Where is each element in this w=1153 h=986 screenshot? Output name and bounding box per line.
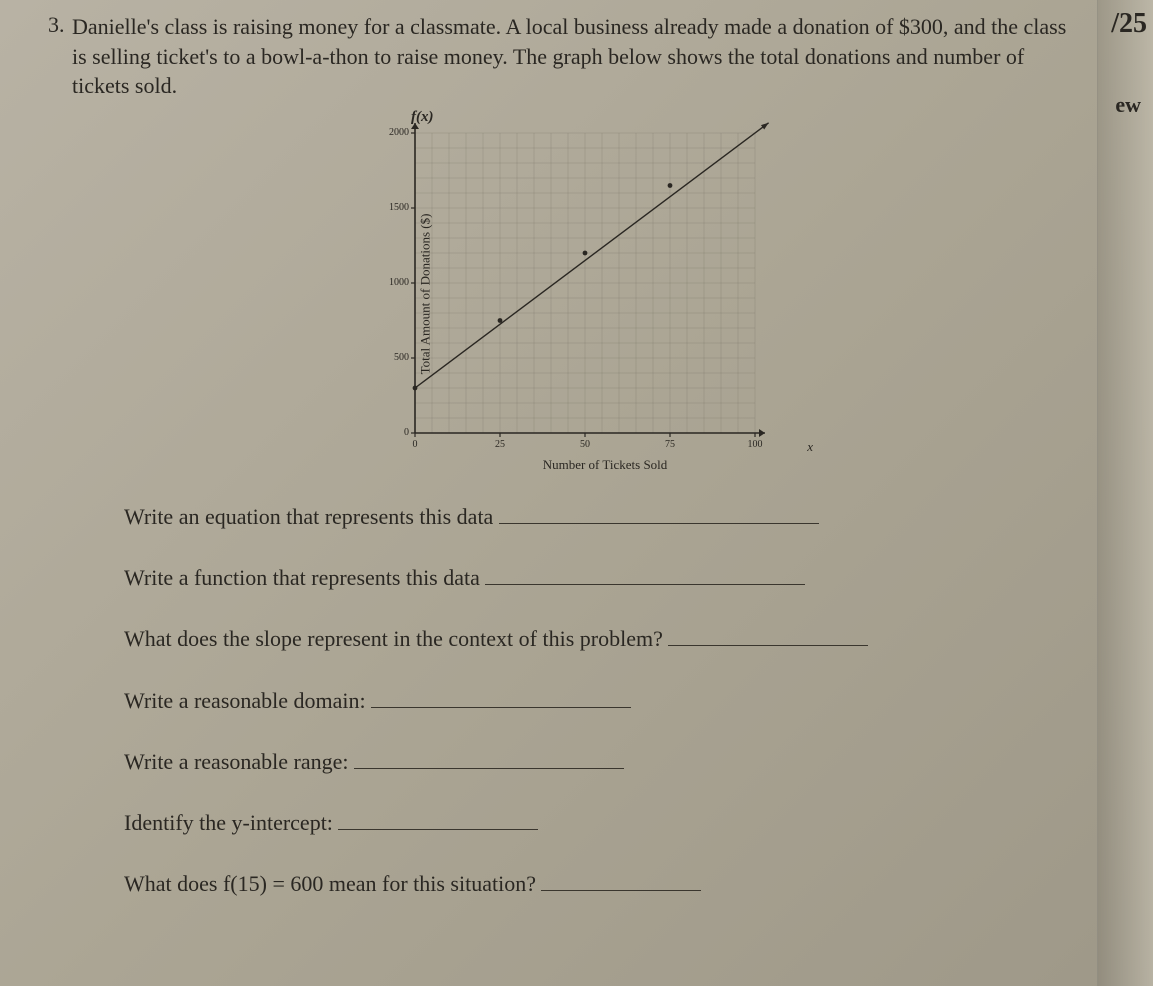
- chart-x-axis-label: Number of Tickets Sold: [415, 457, 795, 473]
- chart-ytick-label: 1500: [379, 202, 409, 213]
- chart-xtick-label: 100: [743, 439, 767, 450]
- question-number: 3.: [48, 12, 65, 38]
- chart-xtick-label: 0: [403, 439, 427, 450]
- worksheet-page: 3. Danielle's class is raising money for…: [28, 0, 1098, 986]
- chart-ytick-label: 0: [379, 427, 409, 438]
- blank-line[interactable]: [338, 806, 538, 830]
- line-chart: [395, 115, 775, 453]
- prompt-equation: Write an equation that represents this d…: [124, 499, 1074, 534]
- prompt-yintercept: Identify the y-intercept:: [124, 805, 1074, 840]
- prompt-range: Write a reasonable range:: [124, 744, 1074, 779]
- chart-x-end-label: x: [807, 439, 813, 455]
- prompt-range-text: Write a reasonable range:: [124, 749, 349, 774]
- page-right-margin: /25 ew: [1097, 0, 1153, 986]
- prompt-slope: What does the slope represent in the con…: [124, 621, 1074, 656]
- chart-xtick-label: 25: [488, 439, 512, 450]
- prompt-slope-text: What does the slope represent in the con…: [124, 626, 663, 651]
- chart-xtick-label: 50: [573, 439, 597, 450]
- blank-line[interactable]: [485, 561, 805, 585]
- prompt-f15-text: What does f(15) = 600 mean for this situ…: [124, 871, 536, 896]
- chart-container: f(x) Total Amount of Donations ($) x Num…: [355, 115, 795, 473]
- prompt-domain-text: Write a reasonable domain:: [124, 688, 366, 713]
- chart-xtick-label: 75: [658, 439, 682, 450]
- chart-ytick-label: 1000: [379, 277, 409, 288]
- blank-line[interactable]: [668, 622, 868, 646]
- prompt-yintercept-text: Identify the y-intercept:: [124, 810, 333, 835]
- prompt-domain: Write a reasonable domain:: [124, 683, 1074, 718]
- chart-ytick-label: 500: [379, 352, 409, 363]
- chart-fx-label: f(x): [411, 109, 434, 126]
- chart-y-axis-label: Total Amount of Donations ($): [417, 214, 433, 375]
- margin-score: /25: [1111, 8, 1147, 40]
- prompt-f15: What does f(15) = 600 mean for this situ…: [124, 866, 1074, 901]
- margin-fragment: ew: [1115, 92, 1141, 118]
- prompt-equation-text: Write an equation that represents this d…: [124, 504, 493, 529]
- prompt-function-text: Write a function that represents this da…: [124, 565, 480, 590]
- chart-ytick-label: 2000: [379, 127, 409, 138]
- blank-line[interactable]: [499, 500, 819, 524]
- question-text: Danielle's class is raising money for a …: [72, 12, 1074, 101]
- blank-line[interactable]: [354, 745, 624, 769]
- blank-line[interactable]: [371, 683, 631, 707]
- prompt-function: Write a function that represents this da…: [124, 560, 1074, 595]
- blank-line[interactable]: [541, 867, 701, 891]
